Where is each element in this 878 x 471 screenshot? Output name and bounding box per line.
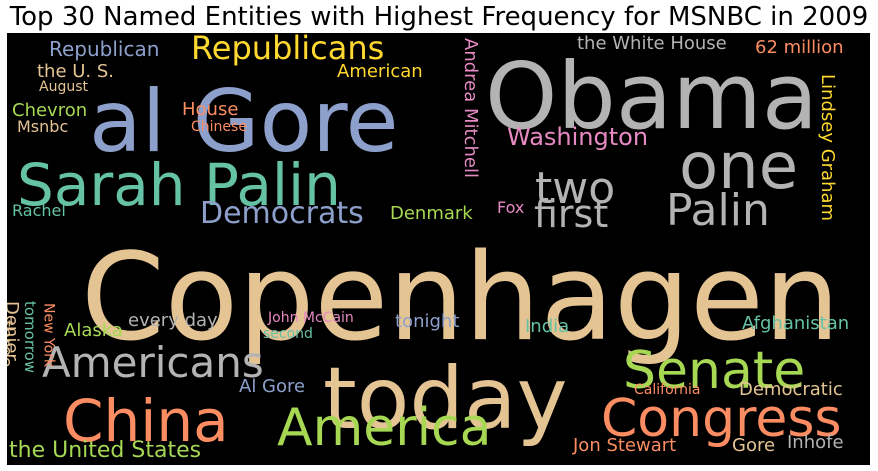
- chart-title: Top 30 Named Entities with Highest Frequ…: [9, 2, 869, 32]
- word-house: House: [182, 99, 238, 120]
- word-al-gore: Al Gore: [239, 376, 305, 397]
- word-inhofe: Inhofe: [787, 432, 844, 453]
- word-republican: Republican: [49, 37, 159, 61]
- word-washington: Washington: [507, 123, 648, 151]
- word-america: America: [277, 398, 492, 458]
- word-copenhagen: Copenhagen: [81, 229, 840, 368]
- word-rachel: Rachel: [12, 201, 66, 220]
- word-every-day: every day: [128, 310, 218, 331]
- word-group: Copenhagen Obama al Gore today Sarah Palin on…: [7, 33, 849, 463]
- word-americans: Americans: [42, 338, 264, 387]
- word-the-white-house: the White House: [577, 33, 727, 54]
- word-one: one: [679, 130, 798, 204]
- word-tomorrow: tomorrow: [21, 301, 39, 373]
- word-sarah-palin: Sarah Palin: [17, 151, 341, 219]
- word-tonight: tonight: [395, 311, 459, 332]
- word-cloud-background: [7, 33, 870, 465]
- word-palin: Palin: [666, 185, 770, 236]
- word-andrea-mitchell: Andrea Mitchell: [460, 38, 481, 178]
- word-cloud-canvas: Copenhagen Obama al Gore today Sarah Palin on…: [7, 33, 870, 465]
- word-chinese: Chinese: [191, 119, 247, 135]
- word-msnbc: Msnbc: [17, 117, 68, 136]
- word-fox: Fox: [497, 198, 524, 217]
- word-second: second: [263, 326, 313, 342]
- word-alaska: Alaska: [64, 320, 123, 341]
- word-the-united-states: the United States: [9, 438, 201, 463]
- word-afghanistan: Afghanistan: [742, 313, 849, 334]
- word-democratic: Democratic: [739, 379, 843, 400]
- word-lindsey-graham: Lindsey Graham: [817, 74, 838, 221]
- word-jon-stewart: Jon Stewart: [572, 435, 676, 456]
- word-denmark: Denmark: [390, 203, 473, 224]
- word-california: California: [634, 382, 700, 398]
- word-new-york: New York: [40, 303, 56, 368]
- word-first: first: [534, 192, 608, 236]
- word-cloud: Copenhagen Obama al Gore today Sarah Palin on…: [7, 33, 870, 465]
- word-gore: Gore: [732, 435, 775, 456]
- word-al-gore: al Gore: [89, 72, 399, 172]
- word-the-u-s: the U. S.: [37, 61, 114, 82]
- word-62-million: 62 million: [755, 37, 844, 58]
- word-india: India: [525, 316, 569, 337]
- word-congress: Congress: [601, 389, 842, 449]
- word-american: American: [337, 61, 423, 82]
- word-china: China: [63, 387, 229, 455]
- word-republicans: Republicans: [191, 33, 384, 67]
- word-three: three: [7, 320, 16, 368]
- word-john-mccain: John McCain: [267, 310, 354, 326]
- word-august: August: [39, 79, 89, 95]
- word-two: two: [535, 163, 615, 214]
- word-chevron: Chevron: [12, 100, 87, 121]
- word-democrats: Democrats: [200, 196, 364, 231]
- word-obama: Obama: [485, 43, 818, 150]
- word-today: today: [323, 349, 568, 449]
- word-senate: Senate: [623, 341, 805, 401]
- word-denier: Denier: [7, 301, 22, 361]
